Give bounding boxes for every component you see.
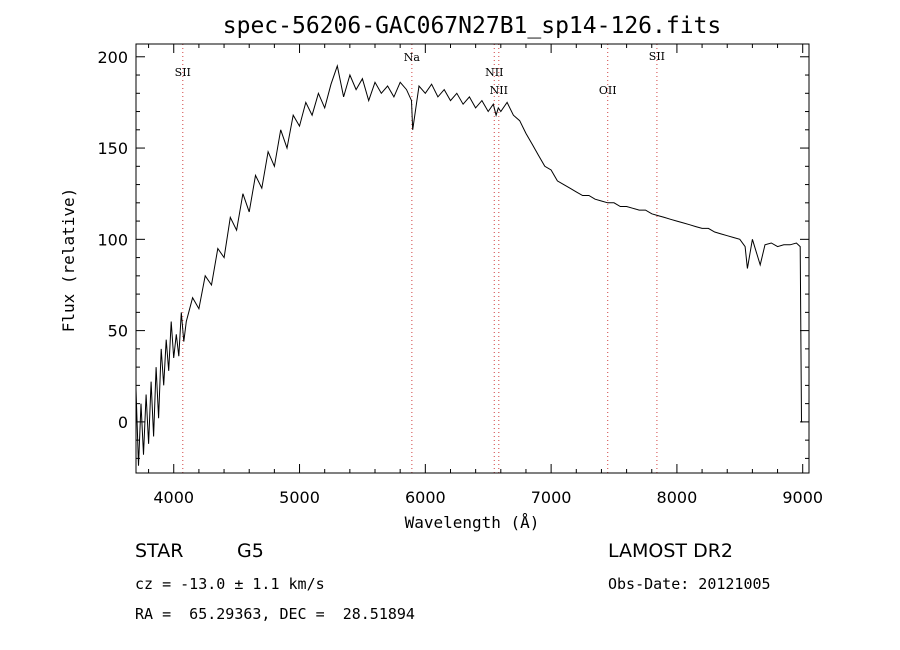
y-tick-label: 150 [97, 139, 128, 158]
x-axis-ticks: 4000 5000 6000 7000 8000 9000 [148, 44, 823, 507]
spectral-line-markers: SII Na NII NII OII SII [175, 44, 665, 473]
x-tick-label: 4000 [153, 488, 194, 507]
object-subclass: G5 [237, 540, 264, 562]
x-tick-label: 9000 [782, 488, 823, 507]
redshift-cz: cz = -13.0 ± 1.1 km/s [135, 575, 325, 593]
plot-frame [135, 43, 810, 474]
object-class: STAR [135, 540, 184, 562]
y-axis-ticks: 0 50 100 150 200 [97, 48, 809, 459]
y-tick-label: 50 [108, 322, 128, 341]
coordinates-ra-dec: RA = 65.29363, DEC = 28.51894 [135, 605, 415, 623]
y-tick-label: 100 [97, 230, 128, 249]
spectral-line-label: NII [485, 66, 503, 79]
spectral-line-label: NII [490, 84, 508, 97]
observation-date: Obs-Date: 20121005 [608, 575, 771, 593]
spectral-line-label: SII [175, 66, 191, 79]
spectral-line-label: OII [599, 84, 617, 97]
x-tick-label: 5000 [279, 488, 320, 507]
chart-title: spec-56206-GAC067N27B1_sp14-126.fits [223, 13, 722, 39]
survey-name: LAMOST DR2 [608, 540, 733, 562]
spectral-line-label: Na [404, 51, 421, 64]
spectral-line-label: SII [649, 50, 665, 63]
spectrum-line [135, 64, 803, 466]
y-axis-label: Flux (relative) [59, 188, 78, 333]
x-tick-label: 6000 [405, 488, 446, 507]
x-tick-label: 7000 [531, 488, 572, 507]
y-tick-label: 0 [118, 413, 128, 432]
y-tick-label: 200 [97, 48, 128, 67]
x-tick-label: 8000 [657, 488, 698, 507]
spectrum-series [135, 64, 803, 466]
x-axis-label: Wavelength (Å) [405, 513, 540, 532]
